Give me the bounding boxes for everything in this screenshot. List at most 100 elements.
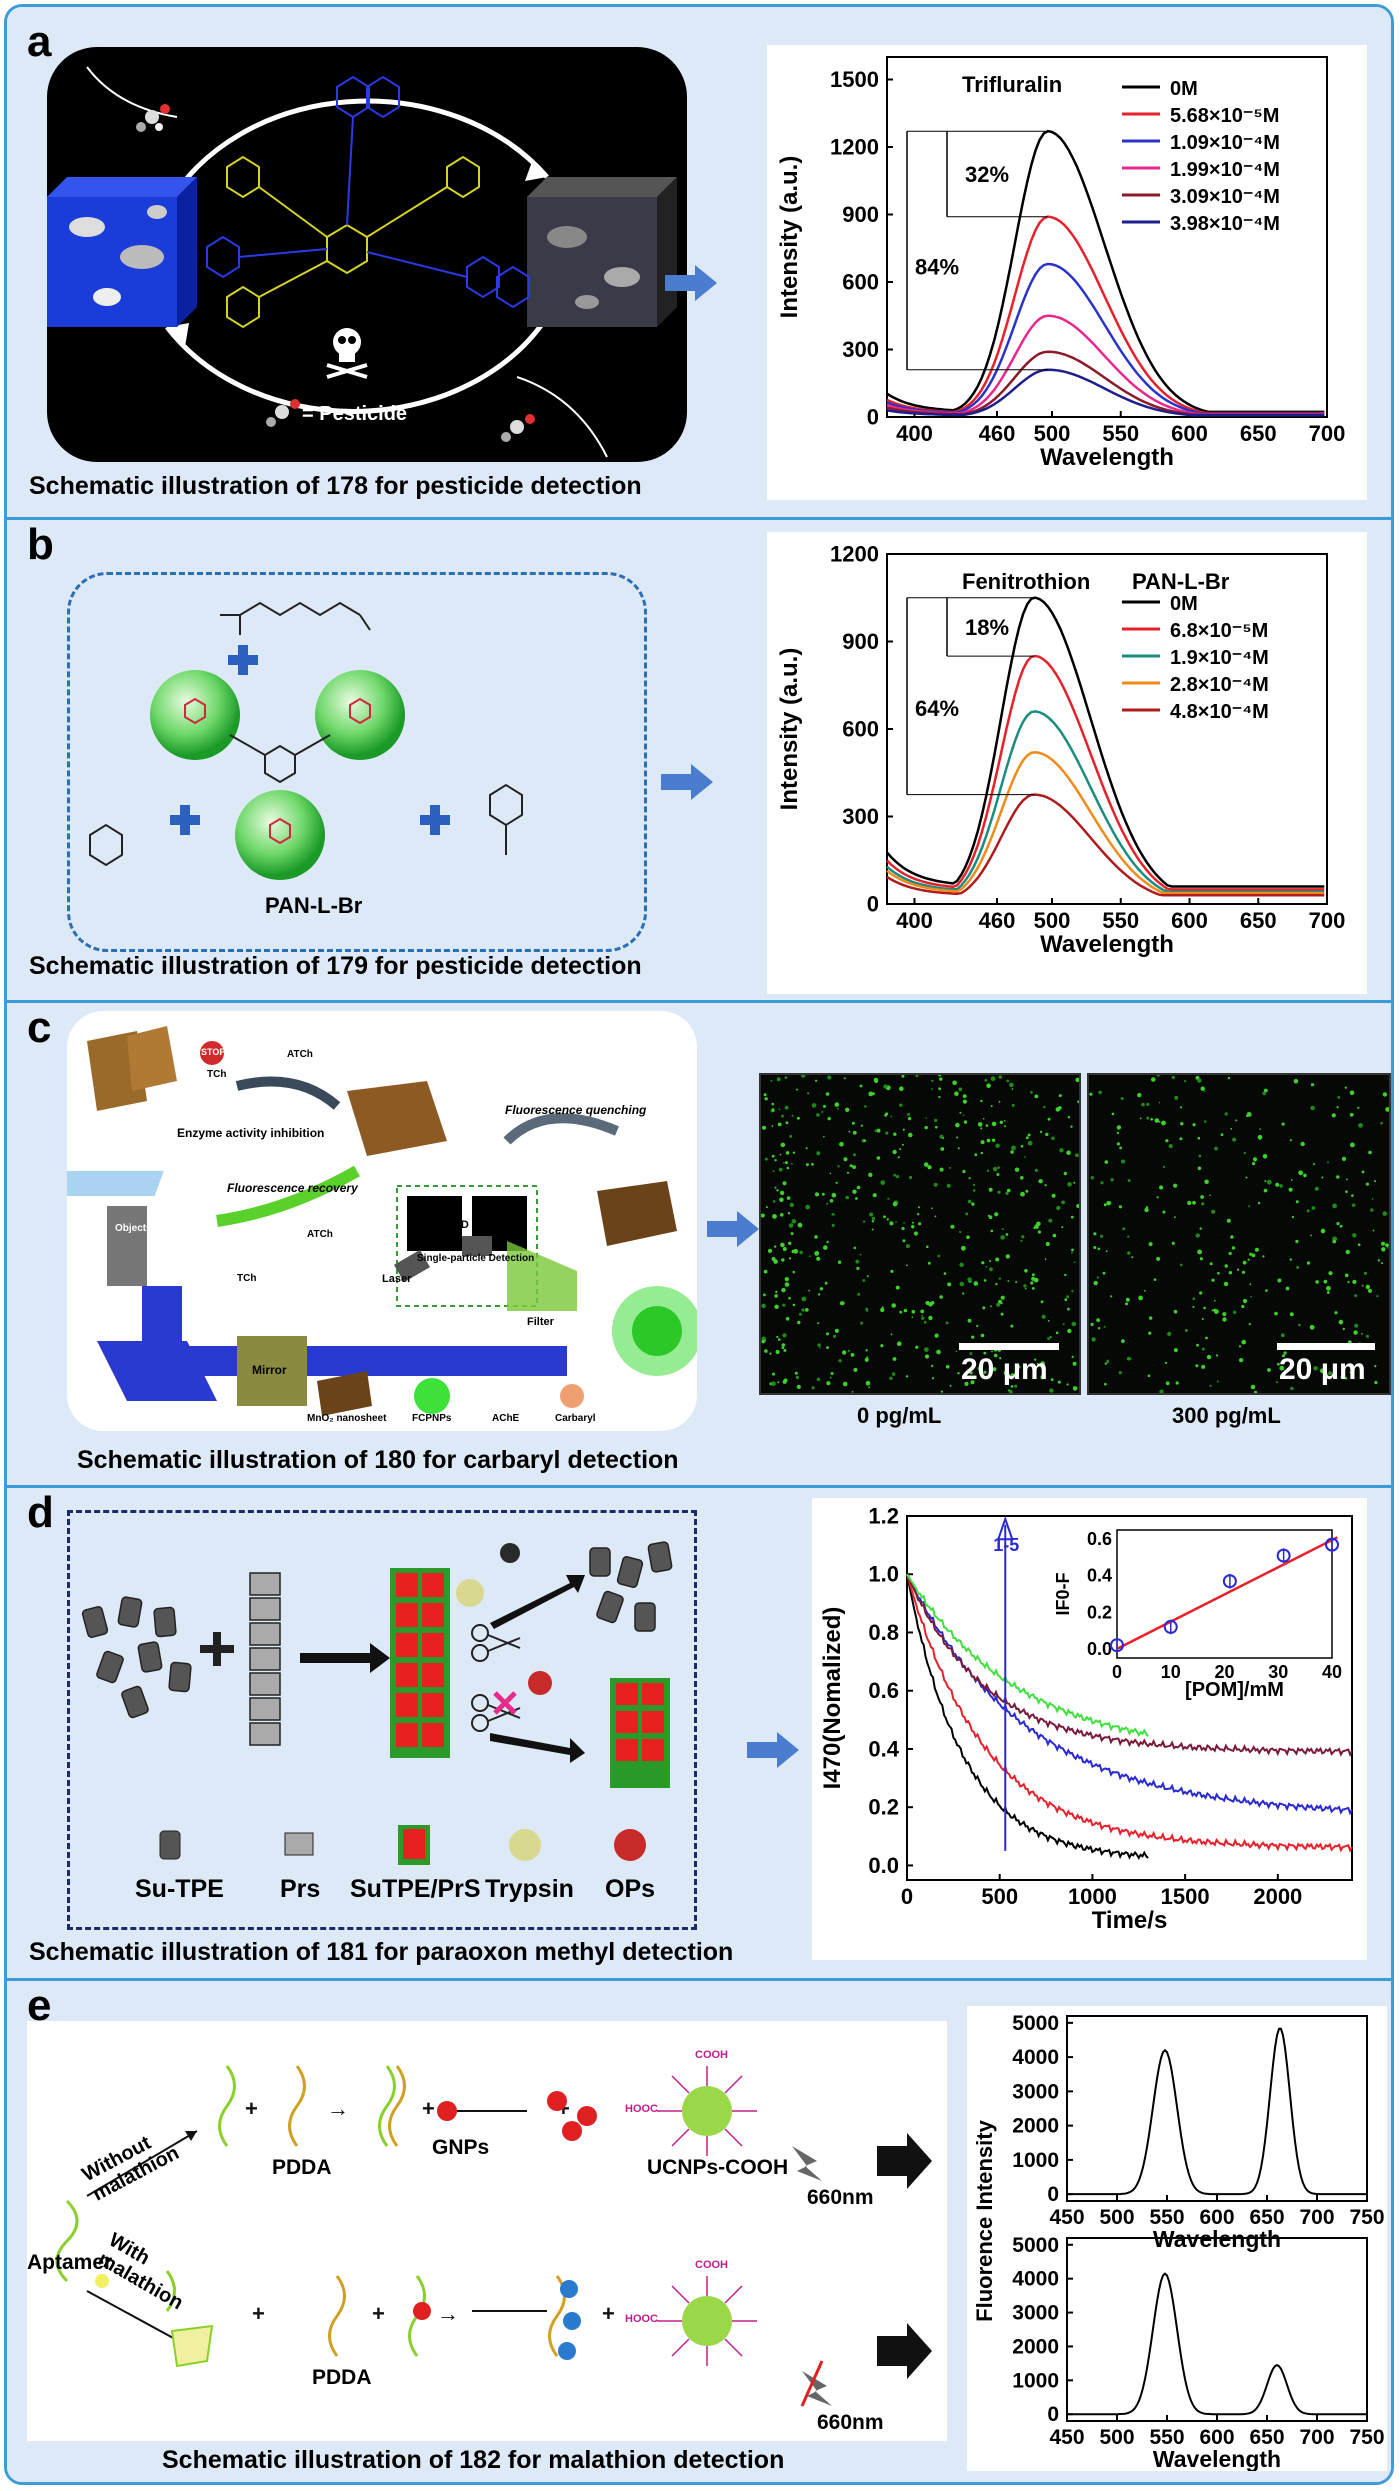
fluorescent-dot (1047, 1117, 1051, 1121)
micrograph-0-label: 0 pg/mL (857, 1403, 942, 1428)
plot-frame (886, 56, 1328, 418)
fluorescent-dot (852, 1130, 857, 1135)
fluorescent-dot (794, 1371, 798, 1375)
inset-y-label: IF0-F (1053, 1572, 1073, 1615)
fluorescent-dot (842, 1381, 848, 1387)
green-sphere (150, 670, 240, 760)
fluorescent-dot (826, 1332, 829, 1336)
released-cylinders (589, 1541, 673, 1632)
fluorescent-dot (789, 1134, 793, 1138)
x-tick-label: 700 (1309, 421, 1346, 446)
fluorescent-dot (1199, 1227, 1202, 1230)
fluorescent-dot (1149, 1316, 1153, 1320)
label-hooc: HOOC (625, 2103, 658, 2115)
pesticide-label: = Pesticide (302, 403, 408, 425)
fluorescent-dot (884, 1113, 888, 1117)
fluorescent-dot (837, 1165, 840, 1168)
fluorescent-dot (1116, 1125, 1122, 1130)
fluorescent-dot (1249, 1252, 1253, 1256)
fluorescent-dot (1102, 1271, 1106, 1275)
fluorescent-dot (933, 1182, 938, 1187)
fluorescent-dot (1328, 1371, 1333, 1376)
fluorescent-dot (1197, 1078, 1202, 1083)
fluorescent-dot (1089, 1092, 1093, 1096)
fluorescent-dot (1159, 1389, 1164, 1393)
x-tick-label: 500 (1034, 421, 1071, 446)
x-tick-label: 450 (1049, 2426, 1084, 2449)
y-tick-label: 1.2 (868, 1503, 899, 1528)
data-point (1276, 1548, 1291, 1563)
x-tick-label: 600 (1171, 908, 1208, 933)
fluorescent-dot (1000, 1302, 1003, 1305)
fluorescent-dot (1072, 1361, 1077, 1366)
fluorescent-dot (1309, 1324, 1315, 1330)
fluorescent-dot (839, 1301, 845, 1306)
fluorescent-dot (1289, 1139, 1292, 1142)
fluorescent-dot (771, 1381, 776, 1386)
fluorescent-dots (1089, 1075, 1389, 1393)
fluorescent-dot (957, 1372, 960, 1375)
fluorescent-dot (1224, 1112, 1228, 1116)
glyphosate-structure (220, 601, 371, 635)
fluorescent-dot (872, 1193, 877, 1198)
fluorescent-dot (869, 1212, 874, 1217)
separator (7, 1485, 1391, 1488)
y-tick-label: 3000 (1012, 2302, 1059, 2325)
fluorescent-dot (1381, 1262, 1383, 1265)
fluorescent-dot (906, 1264, 908, 1267)
x-tick-label: 460 (979, 421, 1016, 446)
fluorescent-dot (934, 1333, 939, 1338)
fluorescent-dot (792, 1270, 796, 1274)
fluorescent-dot (816, 1151, 821, 1156)
series-line (886, 314, 1325, 416)
fluorescent-dot (915, 1345, 919, 1349)
fluorescent-dot (1254, 1390, 1258, 1393)
legend-sutpe-prs: SuTPE/PrS (350, 1875, 481, 1903)
fluorescent-dot (923, 1162, 929, 1167)
fluorescent-dot (986, 1138, 991, 1143)
label-tch: TCh (207, 1069, 227, 1080)
fluorescent-dot (1303, 1173, 1307, 1178)
fluorescent-dot (769, 1352, 772, 1355)
fluorescent-dot (863, 1139, 866, 1142)
fluorescent-dot (1156, 1256, 1161, 1261)
series-line (1067, 2272, 1367, 2416)
fluorescent-dot (1027, 1140, 1033, 1146)
fluorescent-dot (1000, 1295, 1005, 1300)
fluorescent-dot (1031, 1287, 1035, 1290)
fluorescent-dot (1165, 1139, 1169, 1143)
x-tick-label: 700 (1309, 908, 1346, 933)
fluorescent-dot (976, 1324, 979, 1328)
fluorescent-dot (1289, 1258, 1292, 1261)
fluorescent-dot (1020, 1239, 1023, 1242)
fluorescent-dot (1158, 1101, 1161, 1104)
schematic-c-drawing (67, 1026, 697, 1416)
legend-label: 3.98×10⁻⁴M (1170, 213, 1280, 235)
fluorescent-dot (1274, 1311, 1278, 1316)
fluorescent-dot (1358, 1123, 1363, 1128)
chart-e: 450 500 550 600 650 700 750 0 1000 2000 3000 4000 50… (972, 2012, 1385, 2472)
fluorescent-dot (868, 1386, 870, 1389)
fluorescent-dot (1061, 1226, 1064, 1229)
fluorescent-dot (764, 1157, 768, 1161)
fluorescent-dot (780, 1142, 786, 1148)
label-recovery: Fluorescence recovery (227, 1181, 358, 1195)
x-axis-label: Wavelength (1040, 444, 1174, 471)
fluorescent-dot (1277, 1362, 1280, 1366)
fluorescent-dot (1097, 1327, 1101, 1330)
fluorescent-dot (1300, 1141, 1305, 1147)
fluorescent-dot (980, 1127, 983, 1130)
fluorescent-dot (921, 1316, 925, 1320)
fluorescent-dot (1252, 1162, 1256, 1166)
fluorescent-dot (1073, 1181, 1076, 1184)
fluorescent-dot (819, 1287, 824, 1291)
cube-dark (527, 177, 677, 327)
fluorescent-dot (1347, 1281, 1350, 1284)
fluorescent-dot (1011, 1145, 1016, 1151)
fluorescent-dot (788, 1241, 792, 1245)
fluorescent-dot (924, 1125, 928, 1130)
annotation: 84% (915, 254, 959, 279)
fluorescent-dot (1257, 1201, 1261, 1205)
fluorescent-dot (781, 1346, 785, 1349)
fluorescent-dot (1104, 1362, 1108, 1365)
